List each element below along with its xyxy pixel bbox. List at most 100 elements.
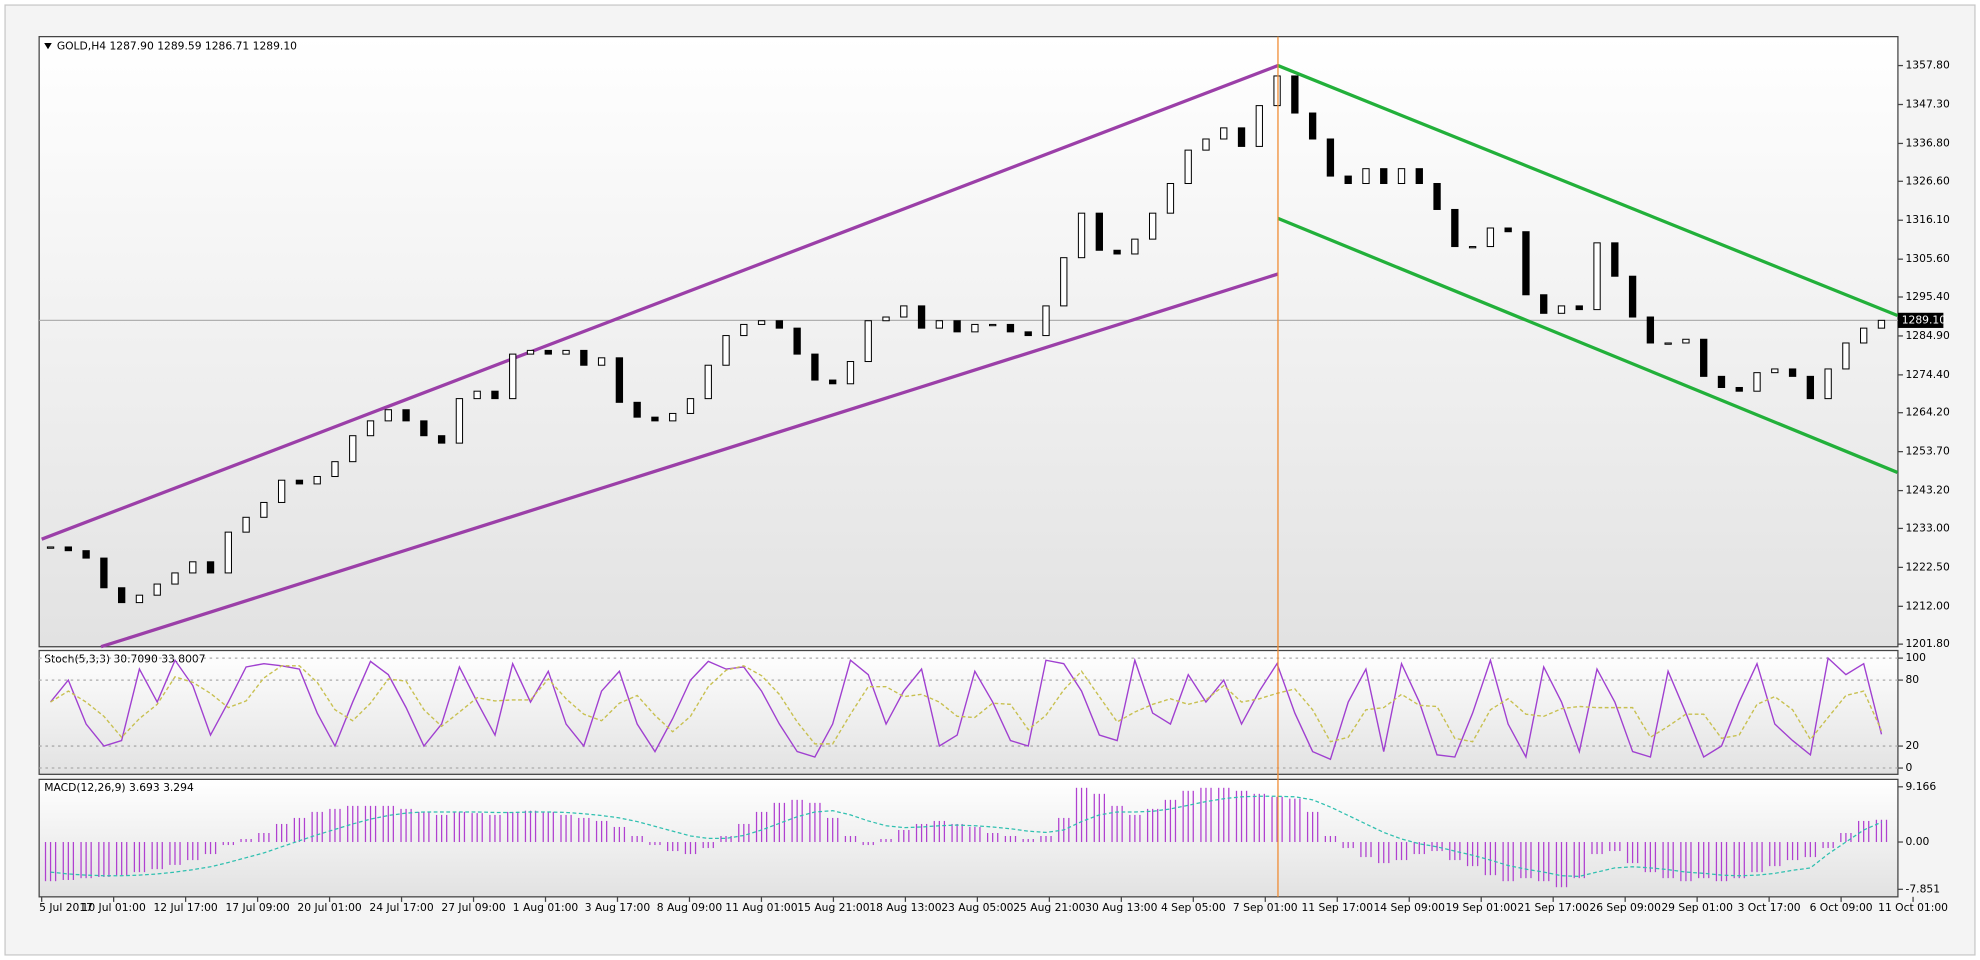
candle	[1486, 227, 1495, 248]
candle	[989, 323, 997, 327]
candle	[455, 398, 464, 444]
candle	[384, 409, 392, 422]
x-tick-label: 6 Oct 09:00	[1810, 901, 1873, 914]
candle	[64, 546, 72, 552]
candle	[349, 435, 357, 463]
candle	[544, 349, 552, 355]
y-tick-label: 100	[1905, 651, 1926, 664]
x-tick-label: 12 Jul 17:00	[153, 901, 217, 914]
y-tick-label: 1336.80	[1905, 136, 1949, 149]
candle	[1255, 105, 1263, 147]
candle	[1468, 246, 1477, 249]
candle	[1291, 75, 1299, 114]
candle	[473, 390, 481, 400]
x-tick-label: 30 Aug 13:00	[1085, 901, 1157, 914]
candle	[1237, 127, 1246, 147]
x-tick-label: 20 Jul 01:00	[297, 901, 361, 914]
candle	[1148, 212, 1157, 240]
candle	[597, 357, 606, 366]
stoch-line	[50, 665, 1883, 745]
last-price-label: 1289.10	[1902, 313, 1946, 326]
candle	[1504, 227, 1512, 233]
candle	[1433, 182, 1441, 210]
candle	[1824, 368, 1832, 400]
x-tick-label: 5 Jul 2017	[39, 901, 93, 914]
candle	[793, 327, 801, 355]
candle	[46, 546, 55, 549]
candle	[775, 320, 784, 329]
candle	[1184, 149, 1192, 185]
candle	[242, 516, 250, 533]
candle	[562, 349, 570, 355]
candle	[1860, 327, 1868, 344]
header-arrow	[44, 42, 52, 50]
y-tick-label: 1201.80	[1905, 637, 1949, 650]
trendline	[1277, 216, 1899, 474]
candle	[1877, 319, 1886, 329]
candle	[100, 557, 108, 589]
candle	[224, 531, 232, 574]
candle	[1060, 257, 1068, 307]
candle	[1735, 386, 1743, 392]
candle	[82, 550, 90, 559]
x-tick-label: 7 Sep 01:00	[1233, 901, 1298, 914]
candle	[1771, 368, 1779, 374]
candle	[277, 479, 286, 503]
candle	[740, 323, 748, 337]
candle	[917, 305, 926, 329]
x-tick-label: 14 Sep 09:00	[1373, 901, 1445, 914]
x-tick-label: 19 Sep 01:00	[1445, 901, 1517, 914]
candle	[1380, 168, 1388, 185]
candle	[1273, 75, 1281, 107]
candle	[971, 323, 979, 333]
candle	[704, 364, 712, 400]
candle	[1202, 138, 1210, 151]
stoch-header: Stoch(5,3,3) 30.7090 33.8007	[44, 652, 205, 665]
y-tick-label: 1264.20	[1905, 406, 1949, 419]
macd-header: MACD(12,26,9) 3.693 3.294	[44, 781, 194, 794]
candle	[1077, 212, 1086, 259]
candle	[1664, 342, 1672, 345]
candle	[1095, 212, 1103, 251]
candle	[491, 390, 499, 400]
macd-pane	[38, 778, 1899, 898]
candle	[651, 416, 659, 422]
y-tick-label: 1295.40	[1905, 290, 1949, 303]
candle	[1593, 242, 1601, 311]
candle	[437, 435, 446, 444]
candle	[509, 353, 517, 400]
trendline	[41, 64, 1279, 541]
stoch-line	[49, 656, 1883, 761]
candle	[1540, 294, 1548, 314]
candle	[757, 320, 766, 325]
y-tick-label: 9.166	[1905, 780, 1936, 793]
x-tick-label: 10 Jul 01:00	[82, 901, 146, 914]
x-tick-label: 8 Aug 09:00	[657, 901, 723, 914]
candle	[722, 335, 730, 366]
y-tick-label: 0	[1905, 761, 1912, 774]
y-tick-label: 0.00	[1905, 835, 1929, 848]
y-tick-label: 80	[1905, 673, 1919, 686]
candle	[260, 501, 268, 518]
y-tick-label: 1253.70	[1905, 445, 1949, 458]
candle	[331, 461, 339, 478]
trendline	[100, 272, 1279, 649]
candle	[366, 420, 375, 437]
candle	[1842, 342, 1850, 370]
candle	[1042, 305, 1050, 337]
candle	[1451, 208, 1459, 248]
x-tick-label: 15 Aug 21:00	[797, 901, 869, 914]
candle	[1131, 238, 1139, 255]
x-tick-label: 21 Sep 17:00	[1517, 901, 1589, 914]
y-tick-label: 1357.80	[1905, 59, 1949, 72]
candle	[1326, 138, 1335, 177]
candle	[811, 353, 819, 381]
x-tick-label: 25 Aug 21:00	[1013, 901, 1085, 914]
candle	[1557, 305, 1566, 314]
candle	[953, 320, 961, 333]
y-tick-label: 1222.50	[1905, 560, 1949, 573]
y-tick-label: 1233.00	[1905, 521, 1949, 534]
candle	[1646, 316, 1655, 344]
candle	[882, 316, 890, 322]
